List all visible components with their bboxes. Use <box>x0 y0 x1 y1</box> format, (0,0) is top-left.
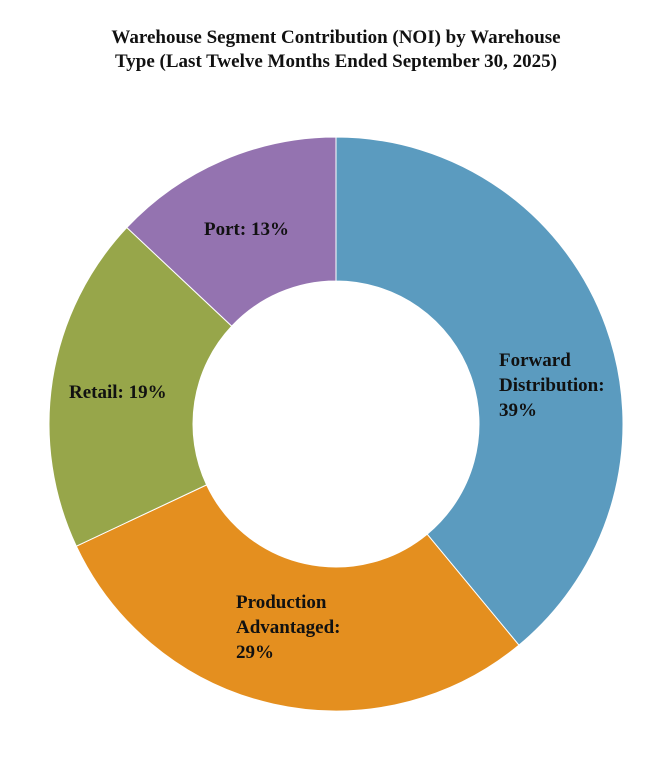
donut-slices <box>48 136 624 712</box>
slice-label-line: 29% <box>236 642 274 663</box>
slice-label-forward-distribution: Forward Distribution: 39% <box>499 350 605 421</box>
slice-production-advantaged <box>75 484 520 712</box>
chart-title: Warehouse Segment Contribution (NOI) by … <box>0 26 672 74</box>
slice-label-line: Port: 13% <box>204 219 289 240</box>
slice-label-line: Advantaged: <box>236 617 341 638</box>
chart-title-line-2: Type (Last Twelve Months Ended September… <box>115 51 557 72</box>
slice-label-retail: Retail: 19% <box>69 382 167 403</box>
slice-label-line: 39% <box>499 400 537 421</box>
slice-labels: Forward Distribution: 39% Production Advanta… <box>69 219 605 663</box>
slice-label-port: Port: 13% <box>204 219 289 240</box>
chart-title-line-1: Warehouse Segment Contribution (NOI) by … <box>111 27 561 48</box>
slice-retail <box>48 226 233 547</box>
slice-label-production-advantaged: Production Advantaged: 29% <box>236 592 341 663</box>
slice-forward-distribution <box>335 136 624 646</box>
slice-port <box>126 136 337 327</box>
slice-label-line: Forward <box>499 350 571 371</box>
slice-label-line: Distribution: <box>499 375 605 396</box>
slice-label-line: Retail: 19% <box>69 382 167 403</box>
slice-label-line: Production <box>236 592 327 613</box>
